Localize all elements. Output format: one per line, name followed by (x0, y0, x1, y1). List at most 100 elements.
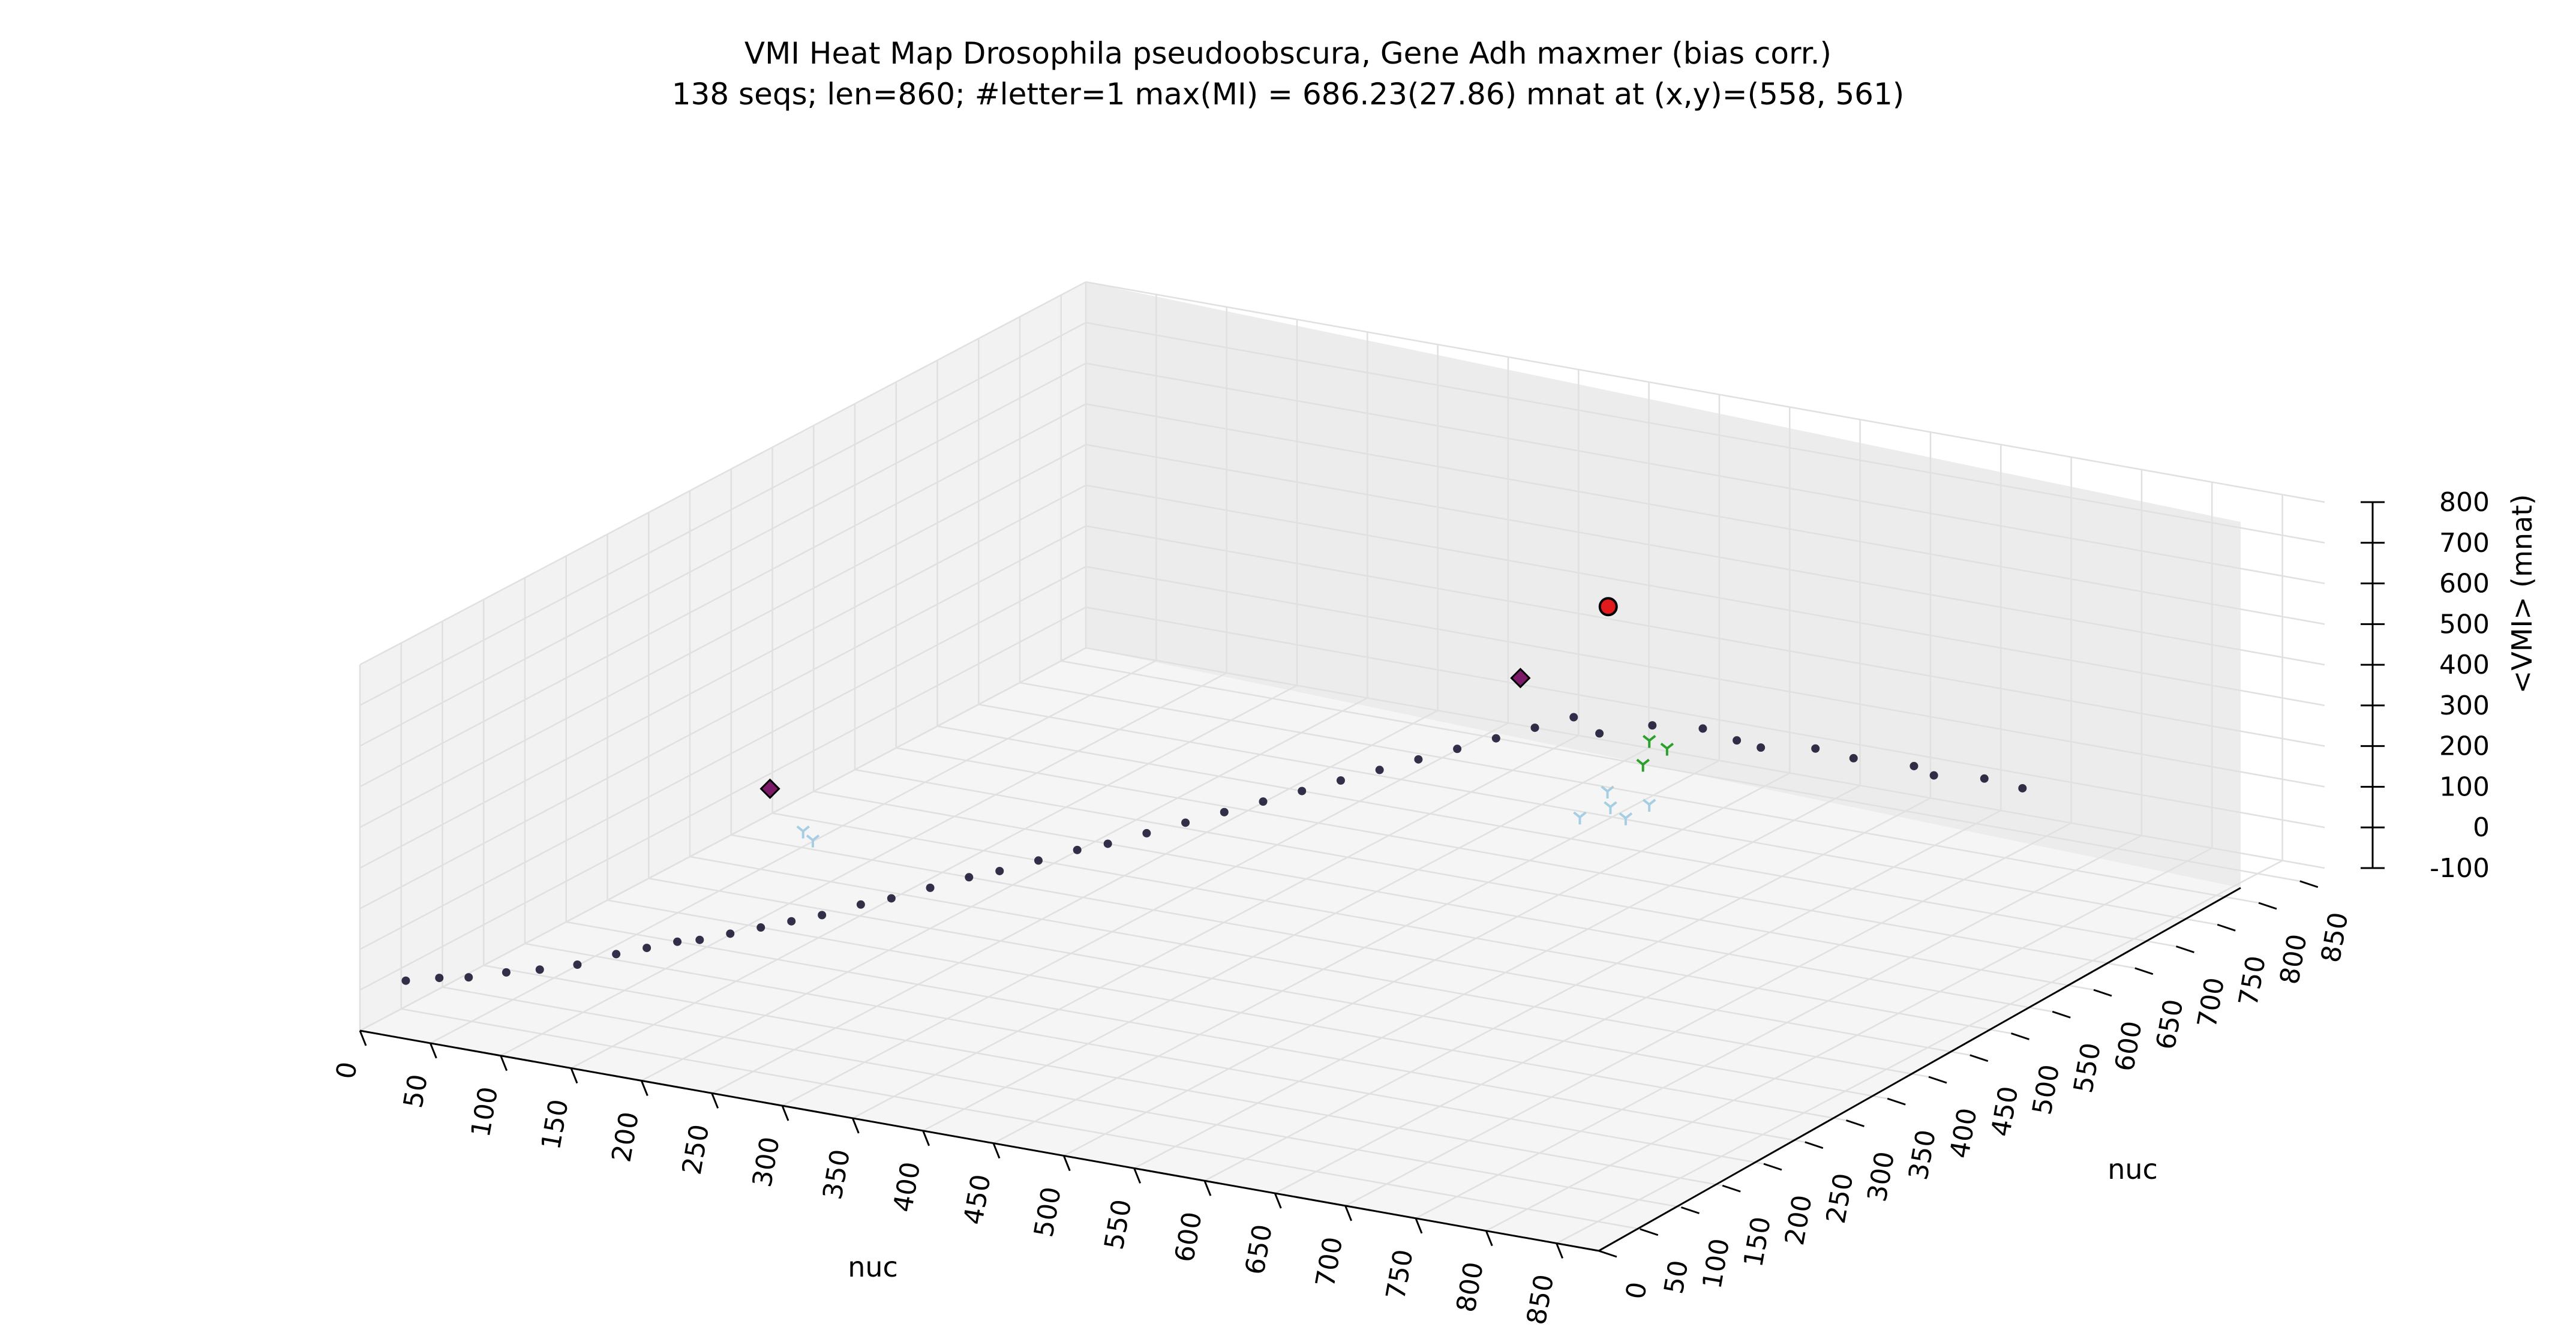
y-tick-label: 150 (1738, 1214, 1777, 1269)
data-point (643, 944, 651, 953)
x-tick (992, 1143, 1001, 1159)
x-tick-label: 850 (1521, 1272, 1560, 1328)
data-point (464, 973, 473, 982)
x-tick (1485, 1230, 1493, 1247)
z-tick-label: 700 (2439, 528, 2490, 559)
x-tick-label: 800 (1451, 1260, 1490, 1315)
y-tick (1763, 1163, 1782, 1171)
x-tick-label: 450 (958, 1172, 997, 1227)
data-point (1259, 797, 1268, 806)
x-tick-label: 50 (398, 1072, 434, 1110)
data-point (759, 778, 780, 799)
data-point (573, 960, 582, 969)
y-tick (1887, 1097, 1906, 1106)
data-point (1142, 828, 1151, 837)
grid-line-z (359, 443, 2325, 828)
data-point (612, 950, 621, 959)
x-tick (922, 1130, 930, 1146)
grid-line-y (484, 965, 1723, 1187)
grid-line-x (1415, 834, 2142, 1219)
grid-line-z (359, 566, 2325, 950)
x-tick (1415, 1218, 1423, 1234)
data-point (673, 937, 682, 946)
data-point (1604, 801, 1617, 815)
grid-line-y (524, 942, 1764, 1165)
grid-line-x (1556, 860, 2283, 1244)
x-tick (429, 1043, 437, 1059)
data-point (1757, 743, 1766, 752)
y-tick-label: 400 (1944, 1106, 1983, 1161)
grid-line-x (993, 759, 1720, 1144)
y-tick-label: 300 (1862, 1149, 1901, 1205)
data-point (1929, 771, 1938, 780)
x-tick (570, 1067, 578, 1084)
data-point (1569, 713, 1578, 722)
grid-line-x (1485, 847, 2212, 1232)
y-axis-label: nuc (2107, 1153, 2158, 1185)
grid-line-x (1204, 797, 1931, 1182)
x-tick-label: 100 (466, 1085, 505, 1140)
data-points (401, 597, 2027, 985)
x-tick-label: 350 (817, 1147, 856, 1202)
x-tick-label: 250 (677, 1122, 716, 1177)
y-tick (2299, 880, 2319, 888)
y-axis-line (1598, 887, 2241, 1252)
x-tick-label: 400 (888, 1160, 927, 1215)
y-tick-label: 750 (2233, 953, 2272, 1008)
x-tick-label: 750 (1380, 1247, 1419, 1302)
data-point (1220, 807, 1229, 816)
y-tick-label: 500 (2027, 1062, 2066, 1118)
axis-lines (359, 502, 2374, 1252)
data-point (1660, 743, 1674, 756)
data-point (502, 968, 511, 977)
data-point (1601, 785, 1614, 799)
data-point (1733, 736, 1742, 745)
grid-line-y (648, 878, 1888, 1100)
x-tick-label: 600 (1169, 1209, 1208, 1265)
grid-line-y (937, 725, 2176, 947)
grid-line-y (607, 899, 1847, 1121)
z-tick-label: -100 (2430, 853, 2490, 884)
grid-line-y (854, 768, 2094, 991)
grid-line-y (1019, 681, 2259, 904)
grid-line-y (1061, 660, 2300, 882)
grid-line-z (359, 525, 2325, 909)
grid-line-z (359, 403, 2325, 788)
data-point (1034, 856, 1043, 865)
data-point (796, 825, 810, 839)
data-point (787, 917, 796, 926)
x-tick (1203, 1180, 1212, 1196)
grid-line-x (782, 722, 1509, 1107)
data-point (1980, 774, 1989, 783)
data-point (1598, 597, 1618, 617)
x-tick-label: 500 (1028, 1185, 1067, 1240)
x-tick-label: 0 (331, 1059, 364, 1081)
data-point (1573, 811, 1587, 825)
y-tick (2093, 989, 2112, 997)
x-tick (1344, 1205, 1353, 1221)
data-point (1643, 735, 1656, 748)
data-point (535, 965, 544, 974)
data-point (2018, 783, 2027, 792)
data-point (1698, 724, 1707, 733)
x-tick (711, 1092, 719, 1109)
x-axis-line (359, 1029, 1599, 1252)
grid-line-x (852, 734, 1579, 1119)
data-point (856, 900, 865, 909)
grid-line-z (359, 281, 2325, 666)
data-point (726, 929, 735, 938)
grid-line-x (500, 672, 1227, 1056)
y-tick-label: 550 (2068, 1040, 2107, 1095)
data-point (1336, 776, 1345, 785)
y-tick (2134, 967, 2154, 975)
y-tick (2011, 1032, 2029, 1040)
grid-line-x (711, 710, 1439, 1094)
y-tick-label: 250 (1821, 1171, 1860, 1226)
z-tick-label: 500 (2439, 609, 2490, 640)
z-axis-label: <VMI> (mnat) (2506, 494, 2538, 694)
x-tick-label: 650 (1239, 1222, 1278, 1277)
data-point (1414, 755, 1423, 764)
y-tick (2217, 923, 2236, 932)
data-point (995, 866, 1004, 875)
x-tick (1274, 1193, 1282, 1209)
